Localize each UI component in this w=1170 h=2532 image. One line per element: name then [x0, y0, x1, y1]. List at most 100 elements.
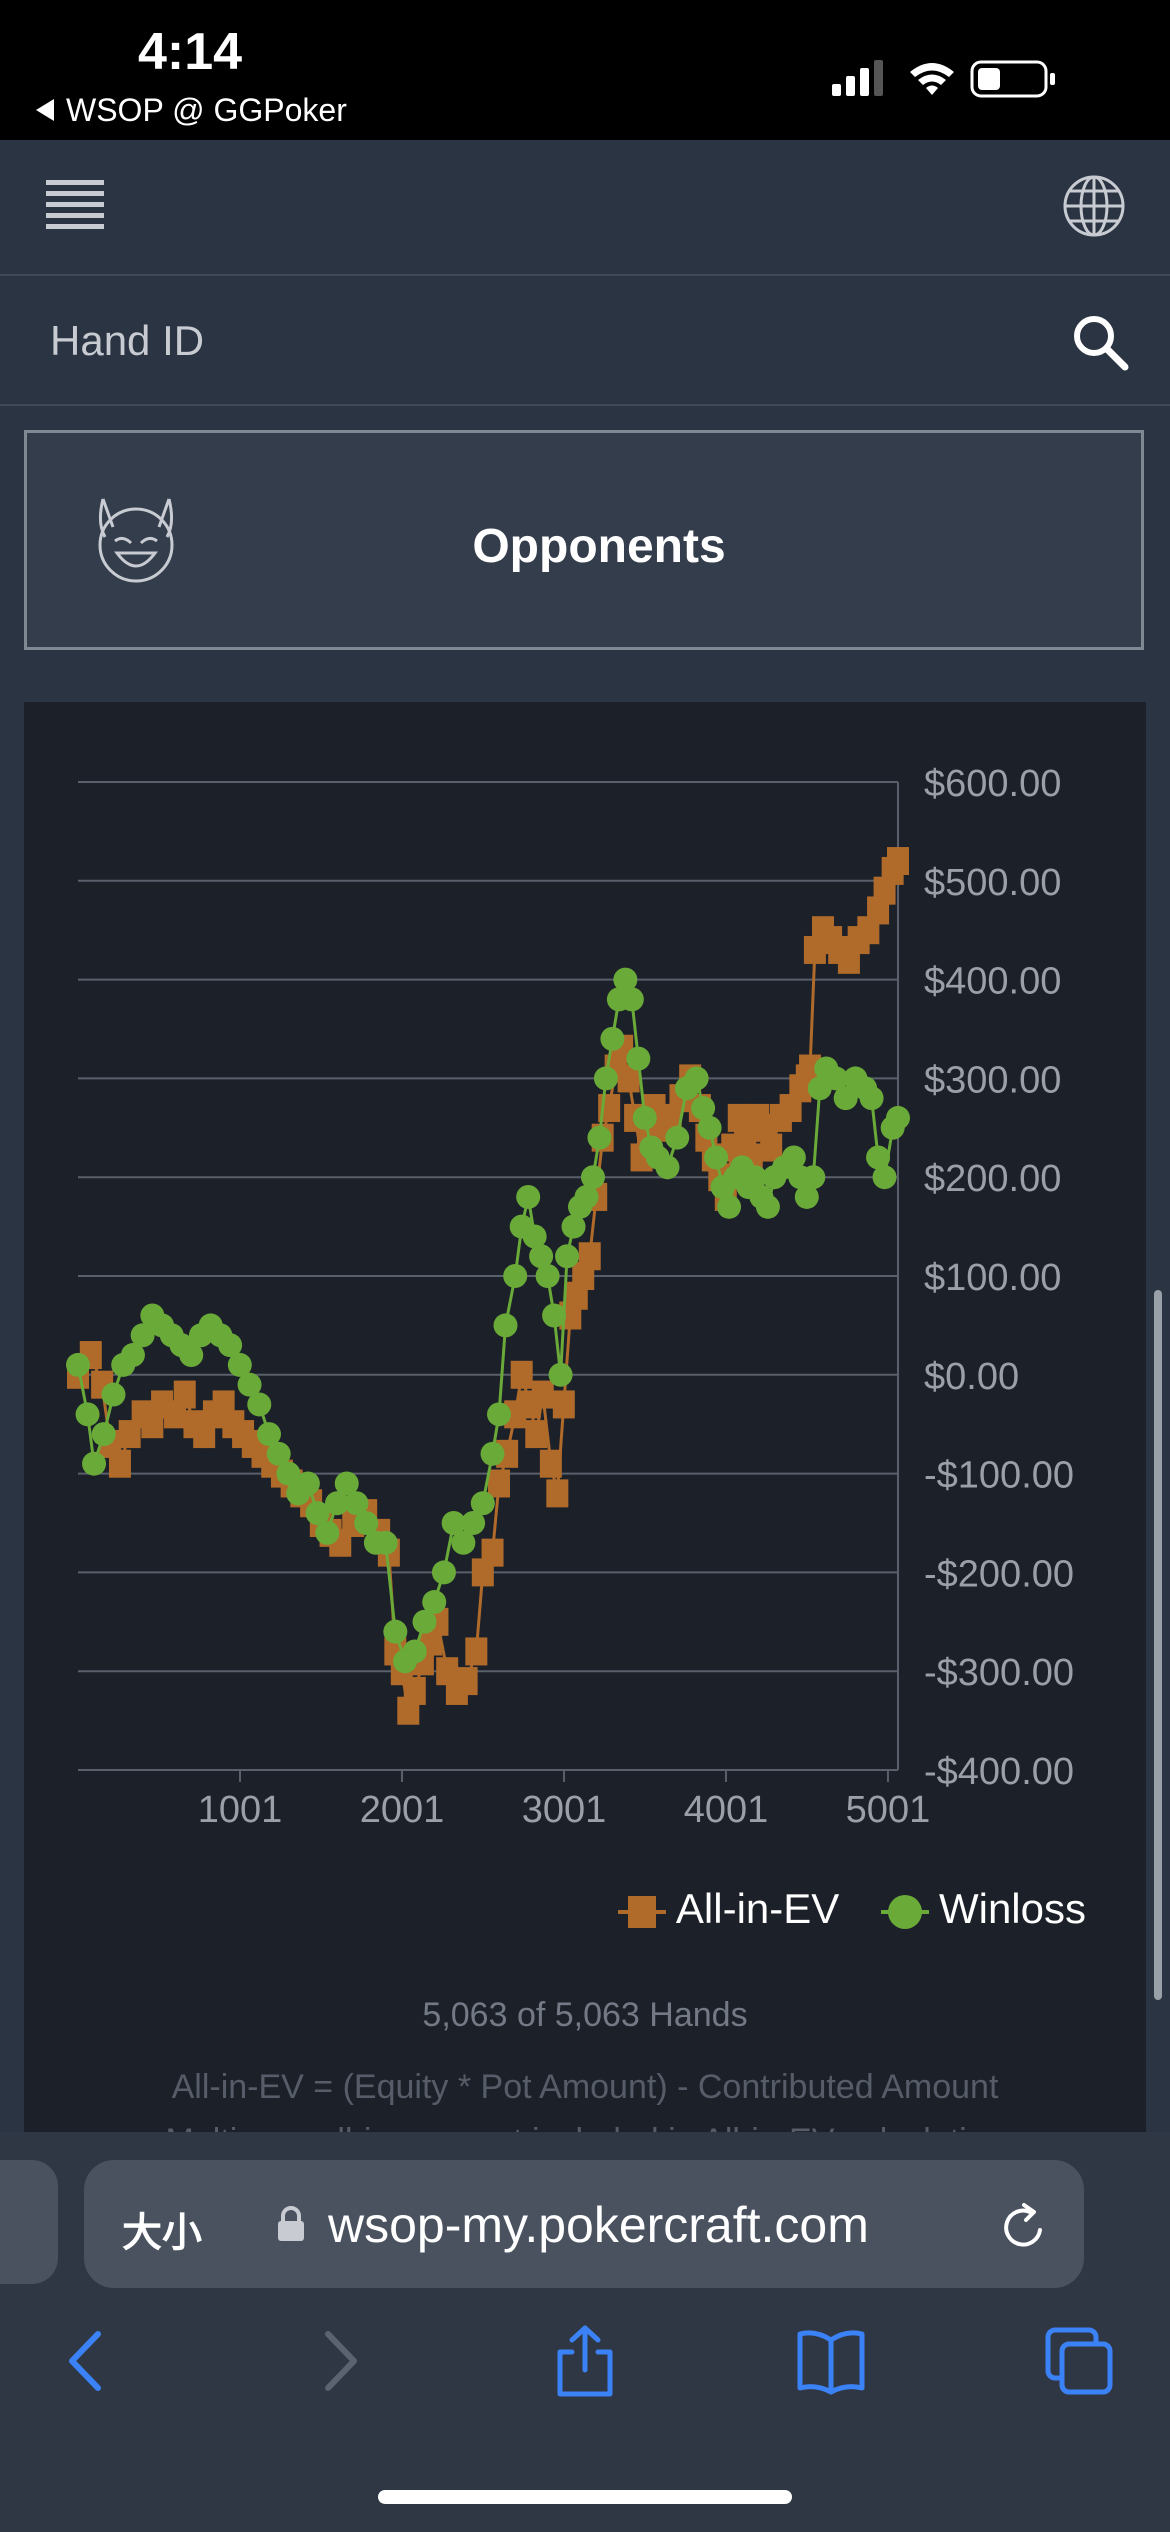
point-winloss [412, 1609, 437, 1634]
point-winloss [91, 1422, 116, 1447]
point-winloss [431, 1560, 456, 1585]
point-winloss [354, 1511, 379, 1535]
back-arrow-icon[interactable] [52, 2324, 122, 2398]
menu-icon[interactable] [46, 180, 104, 230]
point-winloss [535, 1264, 560, 1288]
point-winloss [872, 1165, 897, 1190]
hands-count: 5,063 of 5,063 Hands [422, 1996, 748, 2034]
x-tick-label: 3001 [522, 1789, 607, 1831]
reload-icon[interactable] [1002, 2202, 1048, 2250]
battery-icon [970, 60, 1055, 98]
previous-tab-preview[interactable] [0, 2160, 58, 2284]
point-all-in-ev [173, 1380, 196, 1409]
bookmarks-icon[interactable] [796, 2324, 866, 2398]
opponents-button[interactable]: Opponents [24, 430, 1144, 650]
legend-circle-swatch [880, 1894, 929, 1929]
legend-label-all-in-ev: All-in-EV [675, 1884, 840, 1932]
devil-face-icon [98, 498, 174, 583]
x-tick-label: 2001 [360, 1789, 445, 1831]
point-winloss [276, 1461, 301, 1486]
point-winloss [256, 1422, 281, 1447]
point-winloss [227, 1352, 252, 1377]
point-all-in-ev [546, 1479, 569, 1508]
point-all-in-ev [525, 1420, 548, 1449]
y-tick-label: -$200.00 [924, 1553, 1074, 1595]
point-winloss [704, 1145, 729, 1170]
browser-bottom-bar: 大小 wsop-my.pokercraft.com [0, 2132, 1170, 2532]
status-icons [832, 60, 1055, 98]
point-all-in-ev [403, 1676, 426, 1705]
point-winloss [441, 1511, 466, 1535]
y-tick-label: $0.00 [924, 1356, 1019, 1398]
point-winloss [632, 1105, 657, 1130]
all-in-ev-formula: All-in-EV = (Equity * Pot Amount) - Cont… [171, 2068, 999, 2106]
winloss-chart-panel: $600.00 $500.00 $400.00 $300.00 $200.00 $100.… [24, 702, 1146, 2132]
x-tick-label: 4001 [684, 1789, 769, 1831]
point-winloss [697, 1115, 722, 1140]
back-to-app-link[interactable]: WSOP @ GGPoker [36, 92, 347, 129]
point-winloss [794, 1184, 819, 1209]
point-winloss [334, 1471, 359, 1496]
point-winloss [580, 1165, 605, 1190]
back-app-label: WSOP @ GGPoker [66, 92, 347, 128]
point-winloss [120, 1343, 145, 1368]
point-winloss [655, 1155, 680, 1180]
point-winloss [587, 1125, 612, 1150]
y-tick-label: $100.00 [924, 1257, 1061, 1299]
point-all-in-ev [617, 1064, 640, 1093]
point-all-in-ev [531, 1380, 554, 1409]
point-winloss [470, 1491, 495, 1516]
page-settings-button[interactable]: 大小 [122, 2211, 202, 2255]
address-bar[interactable]: 大小 wsop-my.pokercraft.com [84, 2160, 1084, 2288]
y-tick-label: $500.00 [924, 862, 1061, 904]
x-tick-label: 1001 [198, 1789, 283, 1831]
point-winloss [75, 1402, 100, 1427]
point-winloss [480, 1441, 505, 1466]
point-winloss [179, 1343, 204, 1368]
tabs-icon[interactable] [1044, 2324, 1114, 2398]
home-indicator[interactable] [378, 2490, 792, 2504]
forward-arrow-icon[interactable] [304, 2324, 374, 2398]
point-all-in-ev [488, 1469, 511, 1498]
point-winloss [755, 1194, 780, 1219]
point-winloss [493, 1313, 518, 1338]
point-winloss [833, 1086, 858, 1111]
wifi-icon [910, 63, 954, 95]
point-all-in-ev [481, 1538, 504, 1567]
hand-id-input[interactable] [48, 314, 952, 368]
point-winloss [529, 1244, 554, 1269]
point-winloss [548, 1362, 573, 1387]
y-tick-label: $600.00 [924, 763, 1061, 805]
point-winloss [742, 1165, 767, 1190]
status-time: 4:14 [138, 23, 243, 81]
point-winloss [247, 1392, 272, 1417]
point-winloss [555, 1244, 580, 1269]
globe-icon[interactable] [1062, 174, 1126, 238]
y-tick-label: $300.00 [924, 1059, 1061, 1101]
winloss-chart: $600.00 $500.00 $400.00 $300.00 $200.00 $100.… [66, 763, 1074, 1831]
search-icon[interactable] [1070, 312, 1130, 372]
legend-item-winloss[interactable]: Winloss [880, 1884, 1086, 1933]
point-winloss [461, 1511, 486, 1535]
app-header [0, 140, 1170, 276]
hand-id-search-bar [0, 276, 1170, 406]
point-winloss [684, 1066, 709, 1091]
point-winloss [266, 1441, 291, 1466]
legend-square-swatch [617, 1895, 666, 1928]
legend-item-all-in-ev[interactable]: All-in-EV [617, 1884, 840, 1933]
point-winloss [600, 1026, 625, 1051]
page-scrollbar[interactable] [1154, 1290, 1162, 2000]
point-all-in-ev [799, 1054, 822, 1083]
point-winloss [305, 1501, 330, 1526]
point-all-in-ev [108, 1449, 131, 1478]
point-all-in-ev [455, 1667, 478, 1696]
share-icon[interactable] [550, 2324, 620, 2398]
y-tick-label: $200.00 [924, 1158, 1061, 1200]
chart-legend: All-in-EV Winloss [588, 1882, 1086, 1942]
point-winloss [344, 1491, 369, 1516]
point-winloss [130, 1323, 155, 1348]
point-winloss [66, 1352, 90, 1377]
point-winloss [315, 1520, 340, 1545]
point-winloss [422, 1590, 447, 1615]
legend-label-winloss: Winloss [938, 1884, 1086, 1932]
